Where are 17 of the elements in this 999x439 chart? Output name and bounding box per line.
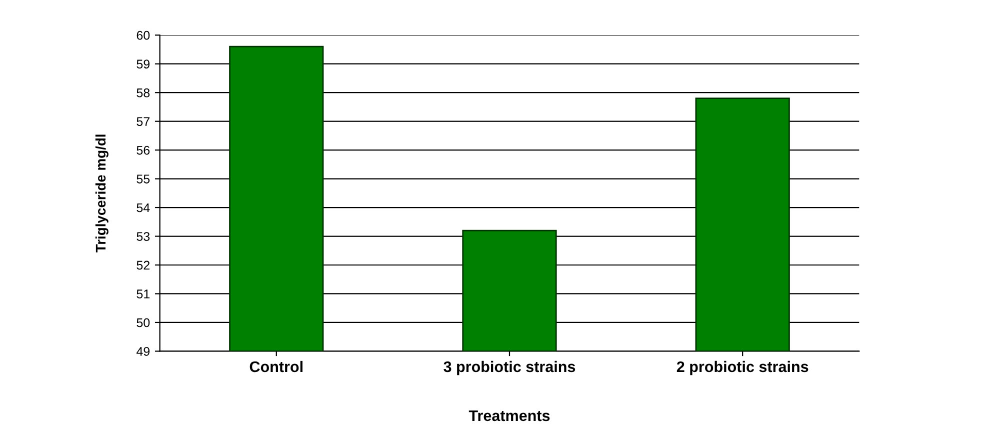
x-axis-title: Treatments (468, 410, 550, 422)
x-tick-label: Control (250, 360, 302, 372)
y-tick-label: 51 (136, 290, 150, 298)
x-tick-label: 2 probiotic strains (676, 360, 808, 376)
y-axis-title: Triglyceride mg/dl (95, 134, 108, 252)
y-tick-label: 56 (136, 146, 150, 155)
y-tick-label: 57 (136, 117, 150, 126)
y-tick-label: 54 (136, 203, 150, 212)
y-tick-label: 52 (136, 260, 150, 270)
y-tick-label: 49 (136, 347, 150, 356)
y-tick-label: 59 (136, 60, 150, 69)
y-tick-label: 55 (136, 174, 150, 184)
y-tick-label: 53 (136, 232, 150, 241)
x-tick-label: 3 probiotic strains (444, 360, 576, 376)
y-tick-label: 60 (136, 30, 150, 40)
y-tick-label: 50 (136, 318, 150, 328)
y-tick-label: 58 (136, 88, 150, 98)
